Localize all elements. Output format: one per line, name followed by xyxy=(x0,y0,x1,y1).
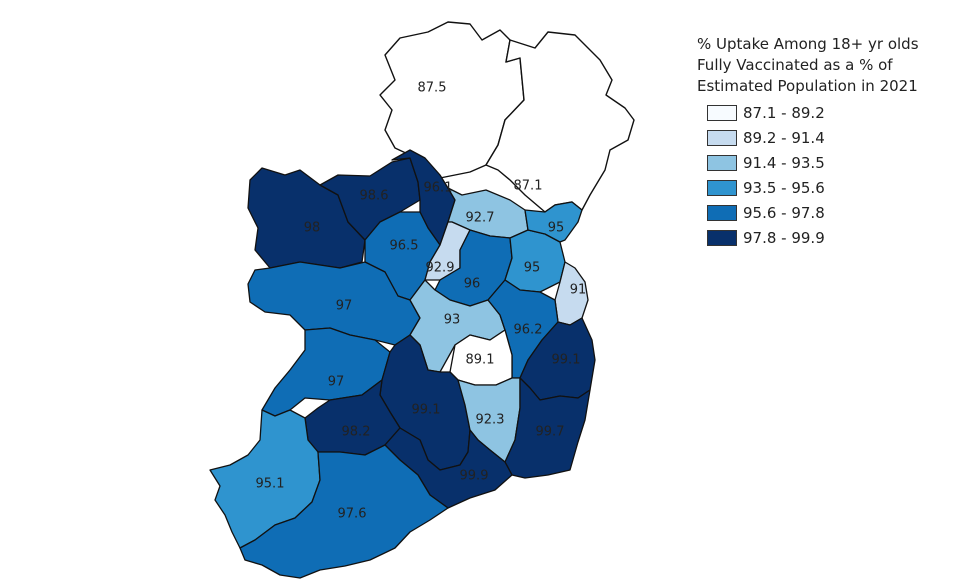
legend-item: 89.2 - 91.4 xyxy=(697,125,977,150)
region-mayo xyxy=(247,167,366,269)
region-label: 93 xyxy=(444,313,461,328)
legend-swatch xyxy=(707,229,737,246)
region-label: 92.7 xyxy=(466,211,495,226)
legend: % Uptake Among 18+ yr olds Fully Vaccina… xyxy=(697,34,977,250)
region-label: 91 xyxy=(570,283,587,298)
region-label: 99.9 xyxy=(460,469,489,484)
region-label: 96.1 xyxy=(424,181,453,196)
legend-label: 93.5 - 95.6 xyxy=(743,178,825,197)
northern-ireland xyxy=(379,21,635,213)
region-label: 98 xyxy=(304,221,321,236)
region-label: 89.1 xyxy=(466,353,495,368)
legend-item: 93.5 - 95.6 xyxy=(697,175,977,200)
legend-item: 91.4 - 93.5 xyxy=(697,150,977,175)
legend-item: 87.1 - 89.2 xyxy=(697,100,977,125)
region-northern-ireland-east xyxy=(485,31,635,213)
region-label: 99.1 xyxy=(552,353,581,368)
region-wexford xyxy=(504,377,591,479)
legend-items: 87.1 - 89.2 89.2 - 91.4 91.4 - 93.5 93.5… xyxy=(697,100,977,250)
legend-swatch xyxy=(707,154,737,171)
legend-label: 87.1 - 89.2 xyxy=(743,103,825,122)
region-label: 95 xyxy=(524,261,541,276)
region-clare xyxy=(261,327,391,417)
legend-title: % Uptake Among 18+ yr olds Fully Vaccina… xyxy=(697,34,977,97)
region-label: 97 xyxy=(328,375,345,390)
legend-title-line: Fully Vaccinated as a % of xyxy=(697,56,893,74)
region-label: 92.9 xyxy=(426,261,455,276)
region-label: 87.1 xyxy=(514,179,543,194)
legend-item: 97.8 - 99.9 xyxy=(697,225,977,250)
region-label: 97.6 xyxy=(338,507,367,522)
region-label: 96.5 xyxy=(390,239,419,254)
legend-label: 97.8 - 99.9 xyxy=(743,228,825,247)
region-label: 97 xyxy=(336,299,353,314)
region-label: 95 xyxy=(548,221,565,236)
legend-label: 95.6 - 97.8 xyxy=(743,203,825,222)
region-label: 96 xyxy=(464,277,481,292)
region-labels: 87.5 87.1 98 98.6 96.1 96.5 92.7 92.9 96… xyxy=(256,81,587,522)
region-label: 99.7 xyxy=(536,425,565,440)
region-label: 92.3 xyxy=(476,413,505,428)
legend-title-line: % Uptake Among 18+ yr olds xyxy=(697,35,919,53)
region-label: 98.2 xyxy=(342,425,371,440)
region-label: 87.5 xyxy=(418,81,447,96)
legend-swatch xyxy=(707,204,737,221)
region-cork xyxy=(239,444,449,579)
region-louth xyxy=(524,201,583,243)
legend-label: 89.2 - 91.4 xyxy=(743,128,825,147)
region-label: 98.6 xyxy=(360,189,389,204)
region-label: 95.1 xyxy=(256,477,285,492)
legend-title-line: Estimated Population in 2021 xyxy=(697,77,918,95)
legend-label: 91.4 - 93.5 xyxy=(743,153,825,172)
republic-of-ireland xyxy=(209,149,596,579)
legend-swatch xyxy=(707,129,737,146)
legend-swatch xyxy=(707,104,737,121)
region-label: 99.1 xyxy=(412,403,441,418)
region-label: 96.2 xyxy=(514,323,543,338)
legend-item: 95.6 - 97.8 xyxy=(697,200,977,225)
legend-swatch xyxy=(707,179,737,196)
